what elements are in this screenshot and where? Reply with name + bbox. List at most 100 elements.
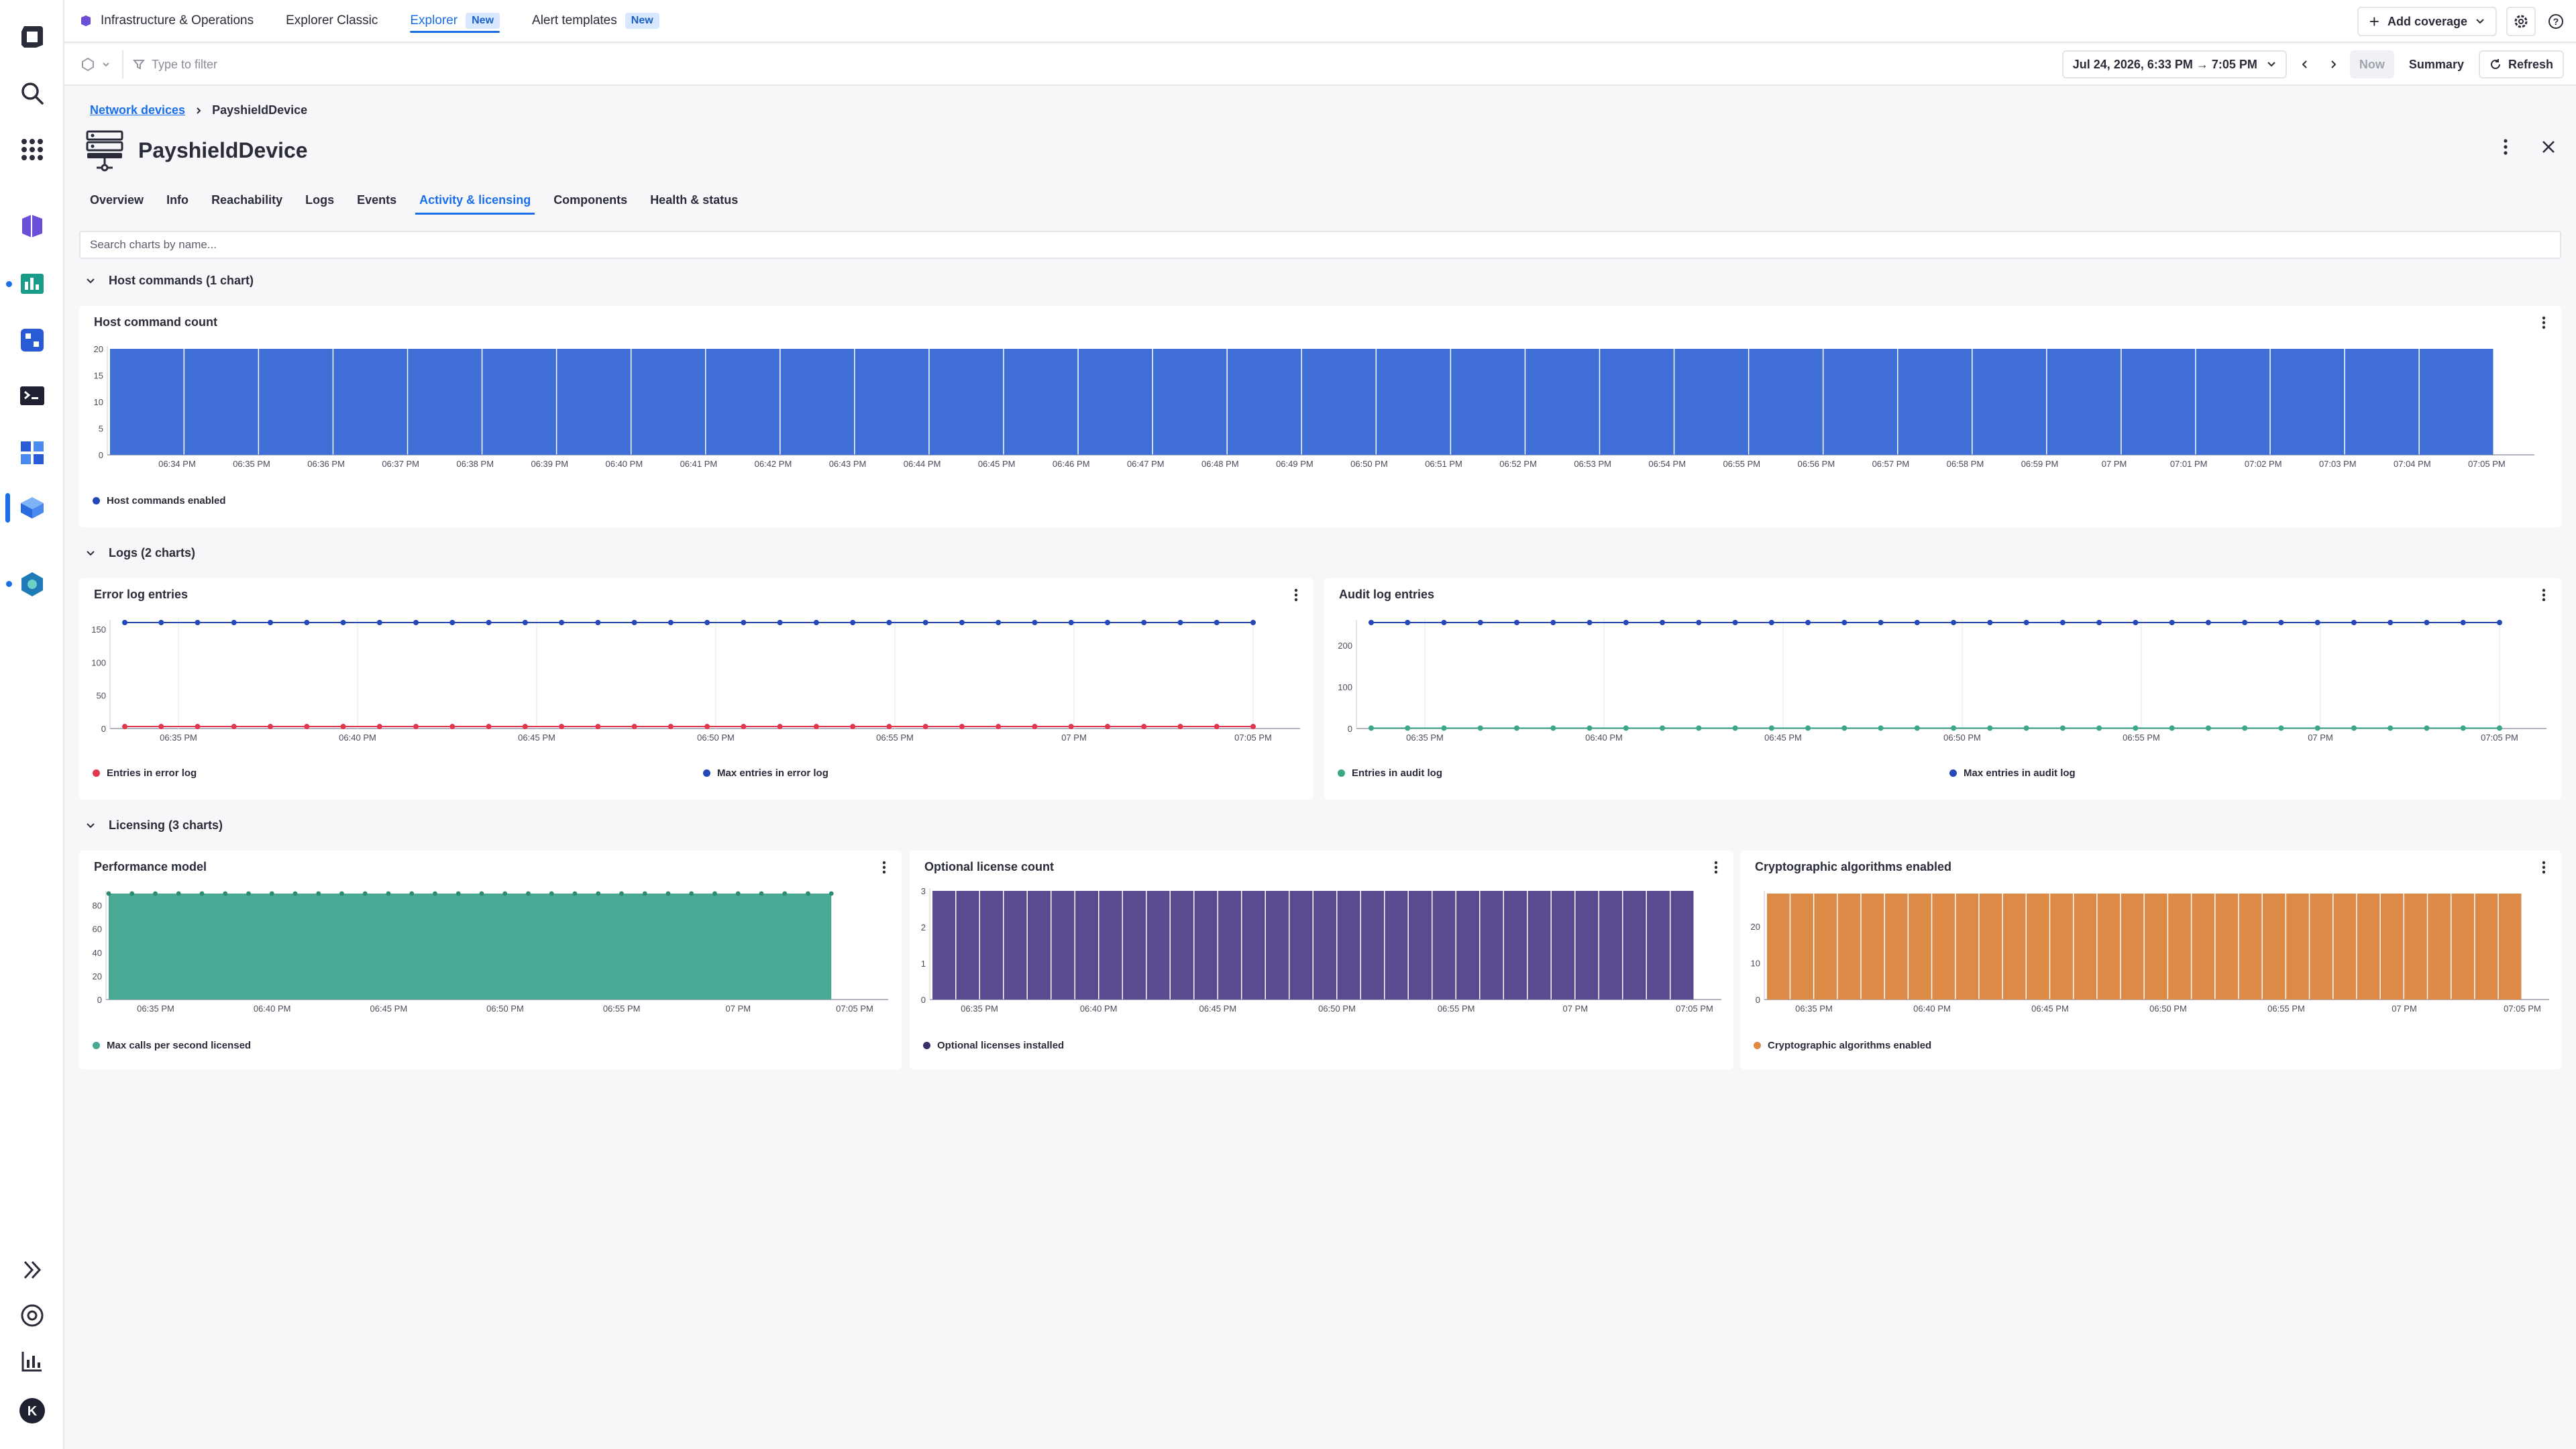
data-point bbox=[1104, 724, 1110, 730]
bar bbox=[1814, 894, 1837, 1000]
x-tick-label: 06:34 PM bbox=[158, 459, 196, 469]
section-host-commands[interactable]: Host commands (1 chart) bbox=[86, 274, 254, 288]
breadcrumb-network-devices[interactable]: Network devices bbox=[90, 103, 186, 117]
chart-menu-button[interactable] bbox=[2541, 315, 2546, 333]
x-tick-label: 06:50 PM bbox=[697, 733, 735, 743]
bar bbox=[2270, 349, 2345, 455]
data-point bbox=[176, 891, 181, 896]
user-avatar[interactable]: K bbox=[0, 1387, 64, 1434]
legend-item[interactable]: Max calls per second licensed bbox=[93, 1040, 251, 1051]
optional-license-chart[interactable]: 0 1 2 3 06:35 PM 06:40 PM 06:45 PM 06:50 PM 06:5… bbox=[910, 851, 1733, 1069]
chart-card-audit-log: Audit log entries 0 100 200 06:35 PM 06:40 P… bbox=[1324, 578, 2561, 800]
now-button[interactable]: Now bbox=[2349, 50, 2394, 78]
performance-model-chart[interactable]: 0 20 40 60 80 06:35 PM 06:40 PM 06:45 PM 06:50 P… bbox=[79, 851, 902, 1069]
data-point bbox=[106, 891, 111, 896]
tab-health-status[interactable]: Health & status bbox=[650, 193, 739, 207]
workflows-app-icon[interactable] bbox=[0, 317, 64, 364]
bar bbox=[1289, 891, 1313, 1000]
expand-rail-icon[interactable] bbox=[0, 1246, 64, 1293]
error-log-chart[interactable]: 0 50 100 150 06:35 PM 06:40 PM 06:45 PM 06:50 P… bbox=[79, 578, 1313, 800]
bar bbox=[929, 349, 1004, 455]
more-options-button[interactable] bbox=[2502, 138, 2509, 159]
add-coverage-button[interactable]: + Add coverage bbox=[2357, 7, 2497, 36]
chart-search-input[interactable]: Search charts by name... bbox=[79, 231, 2561, 259]
x-tick-label: 07 PM bbox=[1563, 1004, 1589, 1014]
x-tick-label: 06:37 PM bbox=[382, 459, 419, 469]
chart-menu-button[interactable] bbox=[1713, 860, 1719, 878]
x-tick-label: 07:03 PM bbox=[2319, 459, 2357, 469]
support-icon[interactable] bbox=[0, 1292, 64, 1339]
legend-dot bbox=[1338, 769, 1345, 777]
y-tick-label: 10 bbox=[1751, 959, 1760, 969]
crypto-chart[interactable]: 0 10 20 06:35 PM 06:40 PM 06:45 PM 06:50 PM 06:… bbox=[1740, 851, 2561, 1069]
section-licensing[interactable]: Licensing (3 charts) bbox=[86, 818, 223, 833]
tab-logs[interactable]: Logs bbox=[305, 193, 335, 207]
bar bbox=[110, 349, 184, 455]
settings-button[interactable] bbox=[2506, 7, 2536, 36]
bar bbox=[1242, 891, 1265, 1000]
legend-item[interactable]: Host commands enabled bbox=[93, 495, 226, 506]
filter-input[interactable]: Type to filter bbox=[122, 50, 2051, 78]
data-point bbox=[449, 724, 455, 730]
data-point bbox=[777, 724, 783, 730]
audit-log-chart[interactable]: 0 100 200 06:35 PM 06:40 PM 06:45 PM 06:50 PM 0… bbox=[1324, 578, 2561, 800]
chart-menu-button[interactable] bbox=[2541, 860, 2546, 878]
x-tick-label: 06:45 PM bbox=[1764, 733, 1802, 743]
tab-infrastructure-operations[interactable]: Infrastructure & Operations bbox=[64, 0, 270, 42]
section-logs[interactable]: Logs (2 charts) bbox=[86, 546, 195, 560]
previous-timeframe-button[interactable] bbox=[2293, 50, 2316, 78]
x-tick-label: 06:47 PM bbox=[1127, 459, 1165, 469]
ai-app-icon[interactable] bbox=[0, 561, 64, 608]
timeframe-selector[interactable]: Jul 24, 2026, 6:33 PM → 7:05 PM bbox=[2061, 50, 2287, 78]
host-command-chart[interactable]: 0 5 10 15 20 06:34 PM 06:35 PM 06:36 PM 06:37 PM… bbox=[79, 306, 2561, 527]
chart-menu-button[interactable] bbox=[881, 860, 887, 878]
tab-components[interactable]: Components bbox=[553, 193, 628, 207]
bar bbox=[2145, 894, 2167, 1000]
data-point bbox=[2205, 725, 2211, 731]
data-point bbox=[526, 891, 531, 896]
legend-item[interactable]: Max entries in error log bbox=[703, 767, 828, 779]
legend-item[interactable]: Entries in audit log bbox=[1338, 767, 1442, 779]
legend-item[interactable]: Max entries in audit log bbox=[1949, 767, 2076, 779]
y-tick-label: 0 bbox=[101, 724, 106, 734]
data-point bbox=[268, 620, 274, 625]
bar bbox=[1302, 349, 1376, 455]
network-devices-app-icon[interactable] bbox=[0, 484, 64, 531]
y-tick-label: 0 bbox=[1756, 995, 1760, 1005]
search-icon[interactable] bbox=[0, 70, 64, 117]
segment-selector[interactable] bbox=[64, 57, 118, 72]
tab-activity-licensing[interactable]: Activity & licensing bbox=[415, 185, 535, 215]
new-badge: New bbox=[466, 13, 500, 29]
chart-menu-button[interactable] bbox=[1293, 588, 1299, 606]
tab-info[interactable]: Info bbox=[166, 193, 189, 207]
legend-item[interactable]: Optional licenses installed bbox=[923, 1040, 1064, 1051]
reports-icon[interactable] bbox=[0, 1338, 64, 1385]
grid-app-icon[interactable] bbox=[0, 429, 64, 476]
tab-overview[interactable]: Overview bbox=[90, 193, 144, 207]
bar bbox=[2345, 349, 2419, 455]
y-tick-label: 20 bbox=[93, 971, 102, 981]
x-tick-label: 06:51 PM bbox=[1425, 459, 1462, 469]
dynatrace-logo-icon[interactable] bbox=[0, 13, 64, 60]
data-point bbox=[1032, 620, 1038, 625]
legend-item[interactable]: Entries in error log bbox=[93, 767, 197, 779]
infrastructure-app-icon[interactable] bbox=[0, 203, 64, 250]
x-tick-label: 07 PM bbox=[2308, 733, 2333, 743]
next-timeframe-button[interactable] bbox=[2321, 50, 2345, 78]
tab-explorer[interactable]: Explorer New bbox=[394, 0, 516, 42]
y-tick-label: 0 bbox=[97, 995, 102, 1005]
tab-events[interactable]: Events bbox=[357, 193, 397, 207]
apps-grid-icon[interactable] bbox=[0, 126, 64, 173]
terminal-app-icon[interactable] bbox=[0, 373, 64, 420]
refresh-button[interactable]: Refresh bbox=[2478, 50, 2564, 78]
tab-explorer-classic[interactable]: Explorer Classic bbox=[270, 0, 394, 42]
tab-reachability[interactable]: Reachability bbox=[211, 193, 283, 207]
tab-alert-templates[interactable]: Alert templates New bbox=[516, 0, 676, 42]
chart-menu-button[interactable] bbox=[2541, 588, 2546, 606]
chart-title: Audit log entries bbox=[1339, 588, 1435, 601]
help-button[interactable]: ? bbox=[2541, 7, 2571, 36]
legend-item[interactable]: Cryptographic algorithms enabled bbox=[1754, 1040, 1931, 1051]
summary-button[interactable]: Summary bbox=[2399, 50, 2473, 78]
close-button[interactable] bbox=[2541, 140, 2556, 158]
dashboards-app-icon[interactable] bbox=[0, 260, 64, 307]
